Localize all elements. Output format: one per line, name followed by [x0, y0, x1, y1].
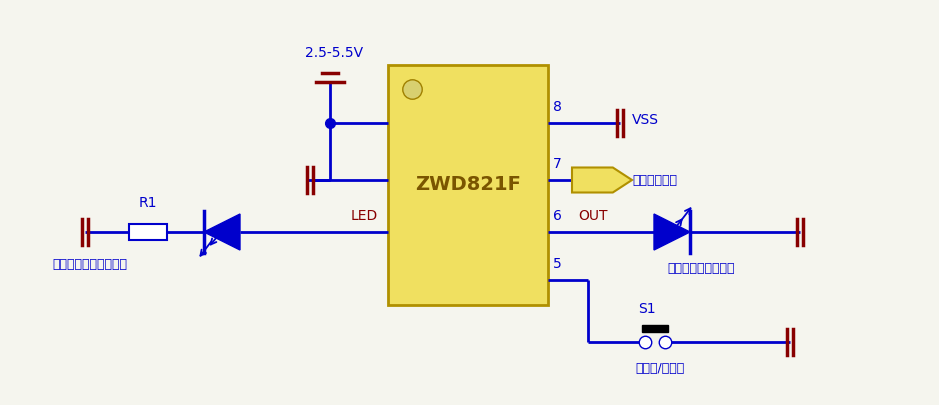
Text: 无线信号输入: 无线信号输入: [632, 173, 677, 186]
Text: 7: 7: [553, 157, 562, 171]
Bar: [642, 325, 668, 332]
Text: S1: S1: [639, 302, 655, 316]
FancyBboxPatch shape: [388, 65, 548, 305]
Text: 输出（初始低电平）: 输出（初始低电平）: [667, 262, 734, 275]
Text: 2.5-5.5V: 2.5-5.5V: [305, 46, 363, 60]
Text: VSS: VSS: [632, 113, 659, 127]
Polygon shape: [204, 214, 240, 250]
Polygon shape: [572, 168, 632, 192]
Text: 8: 8: [553, 100, 562, 114]
Text: R1: R1: [139, 196, 157, 210]
Text: 6: 6: [553, 209, 562, 223]
Polygon shape: [654, 214, 690, 250]
Text: 指示灯（初始低电平）: 指示灯（初始低电平）: [52, 258, 127, 271]
Text: 开关键/学习键: 开关键/学习键: [636, 362, 685, 375]
Text: 5: 5: [553, 257, 562, 271]
Text: OUT: OUT: [578, 209, 608, 223]
Bar: [129, 224, 167, 240]
Text: ZWD821F: ZWD821F: [415, 175, 521, 194]
Text: LED: LED: [351, 209, 378, 223]
